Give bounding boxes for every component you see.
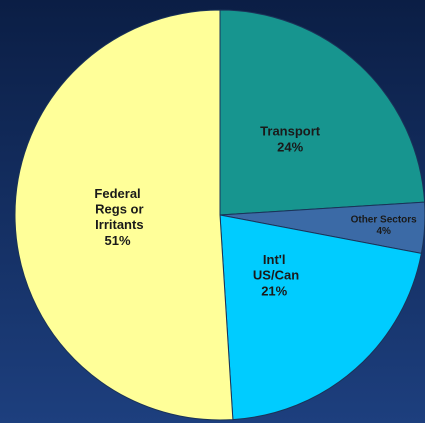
- label-line: Transport: [260, 124, 321, 139]
- label-line: Irritants: [92, 217, 144, 232]
- label-line: Regs or: [92, 202, 144, 217]
- pie-slice: [219, 214, 422, 421]
- label-line: Federal: [94, 186, 140, 201]
- value-label: 24%: [277, 140, 303, 155]
- pie: [14, 9, 425, 421]
- slice-label: Other Sectors: [351, 214, 418, 225]
- slice-label: Transport: [260, 124, 321, 139]
- label-line: US/Can: [249, 268, 299, 283]
- slice-label: Federal Regs or Irritants: [92, 186, 144, 232]
- value-label: 21%: [261, 284, 287, 299]
- value-label: 4%: [376, 226, 391, 237]
- slice-label: Int'l US/Can: [249, 252, 299, 283]
- pie-slice: [219, 9, 425, 216]
- label-line: Other Sectors: [351, 214, 418, 225]
- label-line: Int'l: [263, 252, 286, 267]
- pie-slice: [14, 9, 234, 421]
- value-label: 51%: [105, 233, 131, 248]
